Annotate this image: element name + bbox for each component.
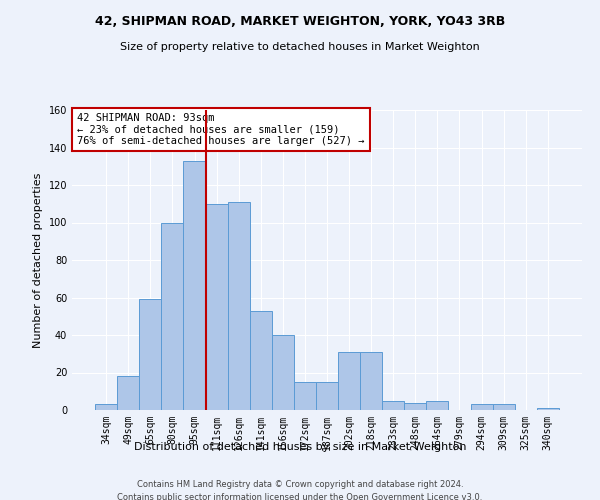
Bar (272, 335, 294, 410)
Bar (338, 352, 360, 410)
Bar (184, 160, 206, 410)
Text: Size of property relative to detached houses in Market Weighton: Size of property relative to detached ho… (120, 42, 480, 52)
Bar (227, 202, 250, 410)
Bar (117, 376, 139, 410)
Bar (382, 400, 404, 410)
Y-axis label: Number of detached properties: Number of detached properties (33, 172, 43, 348)
Bar (360, 352, 382, 410)
Bar (139, 300, 161, 410)
Bar (493, 404, 515, 410)
Bar (294, 382, 316, 410)
Bar (316, 382, 338, 410)
Text: Distribution of detached houses by size in Market Weighton: Distribution of detached houses by size … (134, 442, 466, 452)
Bar (470, 404, 493, 410)
Bar (161, 222, 184, 410)
Bar (250, 310, 272, 410)
Text: 42, SHIPMAN ROAD, MARKET WEIGHTON, YORK, YO43 3RB: 42, SHIPMAN ROAD, MARKET WEIGHTON, YORK,… (95, 15, 505, 28)
Bar (95, 404, 117, 410)
Bar (206, 204, 227, 410)
Text: Contains HM Land Registry data © Crown copyright and database right 2024.: Contains HM Land Registry data © Crown c… (137, 480, 463, 489)
Text: Contains public sector information licensed under the Open Government Licence v3: Contains public sector information licen… (118, 492, 482, 500)
Bar (537, 408, 559, 410)
Bar (427, 400, 448, 410)
Text: 42 SHIPMAN ROAD: 93sqm
← 23% of detached houses are smaller (159)
76% of semi-de: 42 SHIPMAN ROAD: 93sqm ← 23% of detached… (77, 113, 365, 146)
Bar (404, 402, 427, 410)
